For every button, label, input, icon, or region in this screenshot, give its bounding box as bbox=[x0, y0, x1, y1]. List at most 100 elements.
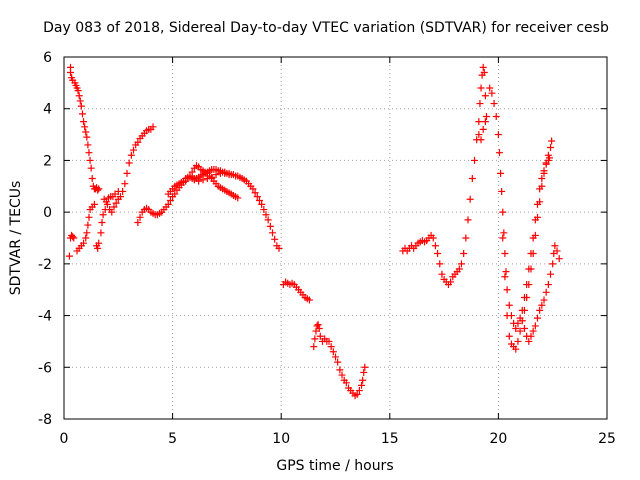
data-point bbox=[533, 314, 541, 322]
data-point bbox=[80, 239, 88, 247]
data-point bbox=[536, 198, 544, 206]
data-point bbox=[468, 175, 476, 183]
data-point bbox=[479, 63, 487, 71]
data-point bbox=[80, 118, 88, 126]
data-point bbox=[359, 376, 367, 384]
data-point bbox=[98, 218, 106, 226]
data-point bbox=[67, 69, 75, 77]
data-point bbox=[83, 229, 91, 237]
data-point bbox=[87, 164, 95, 172]
data-point bbox=[477, 84, 485, 92]
data-point bbox=[76, 97, 84, 105]
y-tick-labels: -8 -6 -4 -2 0 2 4 6 bbox=[38, 50, 52, 428]
data-point bbox=[199, 176, 207, 184]
data-point bbox=[529, 250, 537, 258]
data-point bbox=[88, 175, 96, 183]
data-point bbox=[360, 368, 368, 376]
data-point bbox=[431, 242, 439, 250]
data-point bbox=[86, 156, 94, 164]
data-point bbox=[65, 252, 73, 260]
data-point bbox=[203, 175, 211, 183]
data-point bbox=[262, 211, 270, 219]
data-point bbox=[130, 146, 138, 154]
data-point bbox=[332, 353, 339, 361]
data-point bbox=[499, 234, 507, 242]
data-point bbox=[502, 268, 510, 276]
data-point bbox=[434, 250, 442, 258]
data-point bbox=[258, 200, 266, 208]
data-point bbox=[95, 239, 103, 247]
data-point bbox=[436, 260, 444, 268]
data-point bbox=[190, 176, 198, 184]
data-point bbox=[70, 234, 78, 242]
data-point bbox=[253, 193, 261, 201]
data-point bbox=[310, 343, 318, 351]
x-tick-label: 20 bbox=[489, 431, 507, 447]
y-tick-label: 0 bbox=[43, 205, 52, 221]
data-point bbox=[544, 151, 552, 159]
data-point bbox=[464, 216, 472, 224]
data-point bbox=[497, 169, 505, 177]
data-point bbox=[480, 69, 488, 77]
data-point bbox=[549, 260, 557, 268]
data-point bbox=[505, 301, 513, 309]
data-point bbox=[225, 171, 233, 179]
data-point bbox=[90, 200, 98, 208]
data-point bbox=[542, 159, 550, 167]
x-axis-label: GPS time / hours bbox=[276, 458, 393, 474]
data-point bbox=[548, 137, 556, 145]
data-point bbox=[479, 125, 487, 133]
plot-frame bbox=[63, 56, 608, 420]
data-point bbox=[533, 213, 541, 221]
data-point bbox=[538, 182, 546, 190]
data-point bbox=[108, 208, 116, 216]
data-point bbox=[134, 218, 142, 226]
data-point bbox=[94, 244, 102, 252]
data-point bbox=[314, 321, 322, 329]
data-point bbox=[266, 222, 274, 230]
data-point bbox=[529, 327, 537, 335]
x-tick-label: 0 bbox=[60, 431, 69, 447]
data-point bbox=[462, 234, 470, 242]
data-point bbox=[334, 358, 342, 366]
data-point bbox=[457, 260, 465, 268]
data-point bbox=[251, 189, 259, 197]
data-point bbox=[544, 281, 552, 289]
data-point bbox=[85, 149, 93, 157]
data-point bbox=[516, 327, 524, 335]
data-point bbox=[269, 229, 277, 237]
data-point bbox=[221, 169, 229, 177]
chart-title: Day 083 of 2018, Sidereal Day-to-day VTE… bbox=[43, 20, 609, 36]
data-point bbox=[466, 195, 474, 203]
data-point bbox=[501, 250, 509, 258]
data-point bbox=[481, 92, 489, 100]
data-point bbox=[195, 177, 203, 185]
data-point bbox=[315, 325, 323, 332]
data-point bbox=[99, 211, 107, 219]
data-point bbox=[536, 306, 544, 314]
data-point bbox=[500, 229, 508, 237]
data-point bbox=[355, 387, 363, 395]
data-point bbox=[481, 118, 489, 126]
data-point bbox=[255, 197, 263, 205]
data-point bbox=[77, 102, 85, 110]
data-point bbox=[271, 235, 279, 243]
data-point bbox=[342, 379, 350, 387]
data-point bbox=[553, 247, 561, 255]
data-point bbox=[531, 322, 539, 330]
data-point bbox=[488, 89, 496, 97]
data-point bbox=[555, 255, 563, 263]
data-point bbox=[512, 345, 520, 353]
data-point bbox=[327, 343, 335, 351]
y-tick-label: 2 bbox=[43, 153, 52, 169]
y-tick-label: -2 bbox=[38, 257, 52, 273]
data-point bbox=[84, 221, 92, 229]
data-point bbox=[525, 281, 533, 289]
data-point bbox=[69, 233, 77, 241]
data-point bbox=[490, 100, 498, 108]
y-tick-label: 6 bbox=[43, 50, 52, 66]
data-point bbox=[538, 175, 546, 183]
data-point bbox=[542, 288, 550, 296]
data-point bbox=[83, 133, 91, 141]
